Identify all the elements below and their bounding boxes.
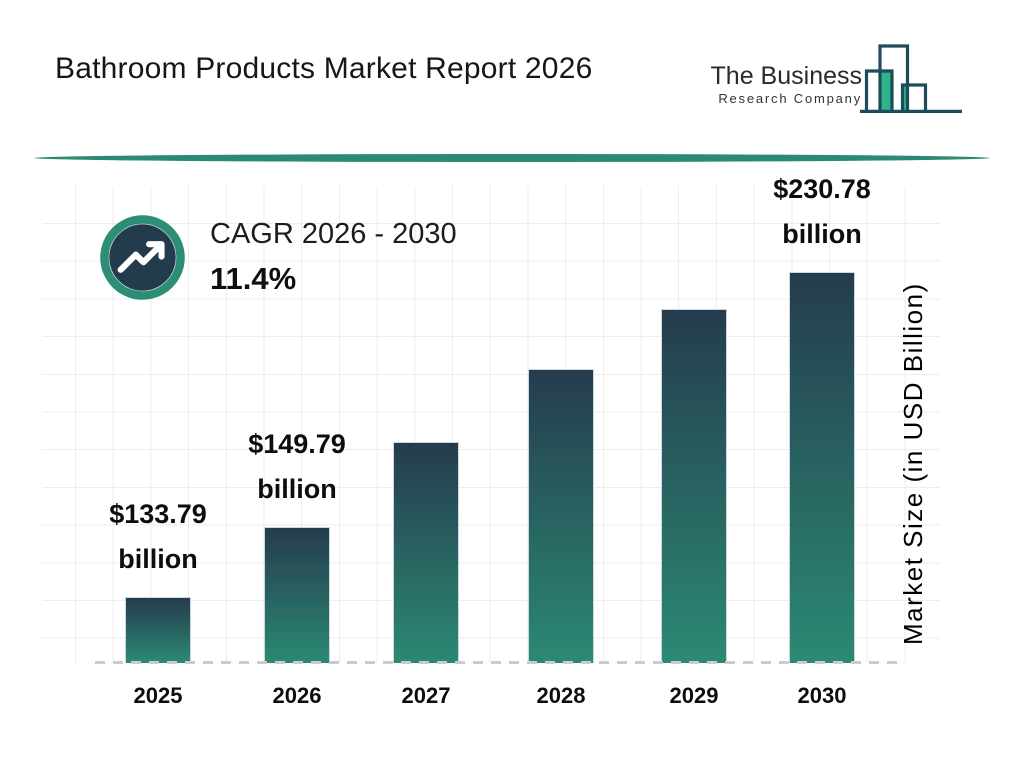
x-axis-baseline bbox=[95, 661, 905, 664]
logo-name-line2: Research Company bbox=[718, 90, 862, 106]
bar-2027 bbox=[393, 442, 459, 663]
logo-wordmark: The Business Research Company bbox=[711, 62, 862, 107]
bar-value-label-2026: $149.79 billion bbox=[248, 429, 346, 504]
bar-buildings-logo-icon bbox=[860, 44, 962, 113]
section-divider bbox=[34, 154, 990, 162]
bar-2029 bbox=[661, 309, 727, 663]
cagr-value: 11.4% bbox=[210, 261, 297, 296]
x-axis-label-2030: 2030 bbox=[797, 683, 847, 708]
x-axis-label-2029: 2029 bbox=[669, 683, 719, 708]
trending-up-icon bbox=[100, 215, 185, 300]
x-axis-label-2028: 2028 bbox=[536, 683, 586, 708]
y-axis-label: Market Size (in USD Billion) bbox=[898, 282, 928, 646]
logo-name-line1: The Business bbox=[710, 62, 862, 90]
bar-2030 bbox=[789, 272, 855, 663]
bar-2026 bbox=[264, 527, 330, 663]
bar-value-label-2030: $230.78 billion bbox=[773, 174, 871, 249]
bar-2028 bbox=[528, 369, 594, 663]
bar-2025 bbox=[125, 597, 191, 663]
cagr-period-label: CAGR 2026 - 2030 bbox=[210, 218, 457, 250]
x-axis-label-2026: 2026 bbox=[272, 683, 322, 708]
page-title: Bathroom Products Market Report 2026 bbox=[55, 52, 593, 85]
x-axis-label-2027: 2027 bbox=[401, 683, 451, 708]
bar-value-label-2025: $133.79 billion bbox=[109, 499, 207, 574]
x-axis-label-2025: 2025 bbox=[133, 683, 183, 708]
